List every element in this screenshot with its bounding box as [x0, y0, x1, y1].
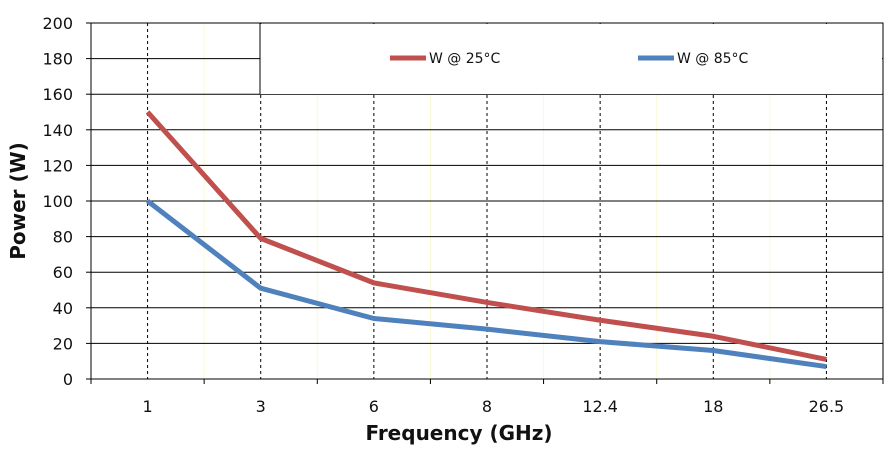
y-tick-label: 60	[53, 263, 73, 282]
y-tick-label: 160	[42, 85, 73, 104]
x-tick-label: 3	[256, 397, 266, 416]
x-tick-label: 18	[703, 397, 723, 416]
legend-label: W @ 25°C	[429, 51, 501, 67]
series-lines	[145, 110, 827, 370]
y-tick-label: 0	[63, 370, 73, 389]
series-line	[146, 199, 827, 370]
y-tick-label: 100	[42, 192, 73, 211]
legend-label: W @ 85°C	[677, 51, 749, 67]
x-tick-label: 26.5	[809, 397, 845, 416]
y-tick-label: 200	[42, 14, 73, 33]
x-tick-label: 1	[142, 397, 152, 416]
x-tick-label: 6	[369, 397, 379, 416]
y-tick-label: 140	[42, 121, 73, 140]
series-line	[145, 110, 827, 362]
x-tick-label: 12.4	[582, 397, 618, 416]
x-tick-label: 8	[482, 397, 492, 416]
legend-background	[260, 24, 882, 94]
y-tick-label: 80	[53, 228, 73, 247]
y-axis-title: Power (W)	[6, 142, 30, 260]
legend: W @ 25°C W @ 85°C	[259, 23, 882, 94]
x-axis-title: Frequency (GHz)	[365, 421, 552, 445]
y-tick-label: 120	[42, 156, 73, 175]
y-tick-label: 180	[42, 50, 73, 69]
axes: 0 20 40 60 80 100 120 140 160 180 200 1 3 6 8 12.4 18 26.…	[42, 14, 884, 416]
y-tick-label: 20	[53, 334, 73, 353]
y-tick-label: 40	[53, 299, 73, 318]
